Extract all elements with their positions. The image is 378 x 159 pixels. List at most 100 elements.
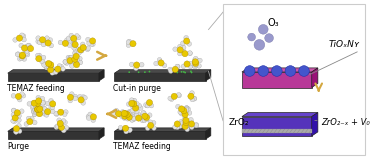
- Circle shape: [34, 104, 39, 109]
- Circle shape: [19, 53, 25, 59]
- Circle shape: [127, 111, 132, 115]
- Circle shape: [136, 112, 141, 117]
- Circle shape: [125, 116, 130, 121]
- Circle shape: [33, 104, 37, 109]
- Circle shape: [183, 119, 189, 126]
- Circle shape: [14, 130, 18, 134]
- Circle shape: [63, 59, 68, 64]
- Circle shape: [126, 43, 131, 48]
- Circle shape: [39, 37, 46, 43]
- Circle shape: [299, 66, 309, 76]
- Circle shape: [45, 36, 49, 40]
- Circle shape: [186, 121, 191, 125]
- Circle shape: [183, 71, 185, 73]
- Circle shape: [173, 125, 177, 129]
- Circle shape: [70, 64, 74, 68]
- Circle shape: [49, 105, 54, 109]
- Circle shape: [130, 112, 135, 117]
- Circle shape: [178, 51, 182, 56]
- Circle shape: [174, 121, 180, 127]
- Circle shape: [17, 114, 22, 118]
- Polygon shape: [99, 128, 104, 139]
- Polygon shape: [312, 113, 318, 136]
- Circle shape: [34, 106, 40, 113]
- Text: ZrO₂: ZrO₂: [229, 118, 249, 127]
- Circle shape: [132, 116, 136, 121]
- Circle shape: [187, 51, 192, 55]
- Circle shape: [32, 112, 37, 117]
- Circle shape: [47, 64, 52, 69]
- Circle shape: [77, 56, 82, 61]
- Circle shape: [134, 66, 138, 71]
- Circle shape: [162, 63, 167, 68]
- Circle shape: [133, 62, 140, 68]
- Circle shape: [19, 56, 24, 61]
- Circle shape: [178, 106, 185, 112]
- Text: ZrO₂₋ₓ + V₀: ZrO₂₋ₓ + V₀: [321, 118, 370, 127]
- Circle shape: [185, 123, 189, 128]
- Polygon shape: [115, 73, 206, 81]
- Circle shape: [48, 38, 53, 42]
- Circle shape: [33, 120, 37, 125]
- Polygon shape: [8, 73, 99, 81]
- Circle shape: [192, 60, 199, 66]
- Circle shape: [198, 58, 202, 63]
- Circle shape: [12, 119, 17, 124]
- Circle shape: [77, 51, 81, 55]
- Circle shape: [11, 93, 16, 98]
- Circle shape: [36, 95, 40, 100]
- Circle shape: [16, 35, 23, 41]
- Circle shape: [146, 100, 153, 106]
- Circle shape: [72, 39, 77, 44]
- Circle shape: [55, 66, 61, 72]
- Circle shape: [21, 34, 26, 38]
- Circle shape: [11, 119, 15, 123]
- Circle shape: [158, 60, 164, 66]
- Circle shape: [285, 66, 296, 76]
- Circle shape: [20, 33, 24, 38]
- Circle shape: [145, 103, 150, 108]
- Circle shape: [63, 120, 67, 125]
- Circle shape: [32, 103, 36, 108]
- Circle shape: [34, 100, 41, 106]
- Circle shape: [132, 98, 137, 103]
- Circle shape: [28, 45, 34, 52]
- Circle shape: [35, 106, 41, 112]
- Circle shape: [73, 62, 80, 68]
- Circle shape: [54, 111, 59, 116]
- Circle shape: [147, 122, 154, 129]
- Circle shape: [62, 128, 66, 132]
- Circle shape: [38, 104, 42, 109]
- Circle shape: [81, 100, 85, 105]
- Circle shape: [122, 125, 129, 131]
- Circle shape: [41, 61, 46, 65]
- Circle shape: [30, 101, 35, 106]
- Circle shape: [61, 128, 66, 133]
- Text: O₃: O₃: [267, 18, 279, 28]
- Text: Cut-in purge: Cut-in purge: [113, 84, 161, 93]
- Circle shape: [27, 101, 32, 106]
- Circle shape: [259, 24, 268, 34]
- Circle shape: [36, 56, 42, 62]
- Circle shape: [120, 114, 124, 119]
- Circle shape: [25, 51, 29, 56]
- Circle shape: [194, 58, 199, 62]
- Circle shape: [138, 106, 143, 110]
- Circle shape: [45, 60, 52, 67]
- Polygon shape: [242, 113, 318, 117]
- Polygon shape: [312, 68, 318, 87]
- Circle shape: [29, 116, 34, 121]
- Circle shape: [36, 111, 43, 117]
- Circle shape: [181, 64, 186, 69]
- Circle shape: [184, 106, 189, 110]
- Circle shape: [40, 110, 44, 114]
- Circle shape: [132, 117, 136, 121]
- Circle shape: [139, 115, 144, 120]
- Circle shape: [69, 62, 74, 66]
- Circle shape: [120, 111, 125, 116]
- Circle shape: [71, 35, 77, 41]
- Circle shape: [115, 111, 122, 117]
- Circle shape: [26, 43, 31, 48]
- Polygon shape: [206, 128, 211, 139]
- Circle shape: [35, 111, 39, 115]
